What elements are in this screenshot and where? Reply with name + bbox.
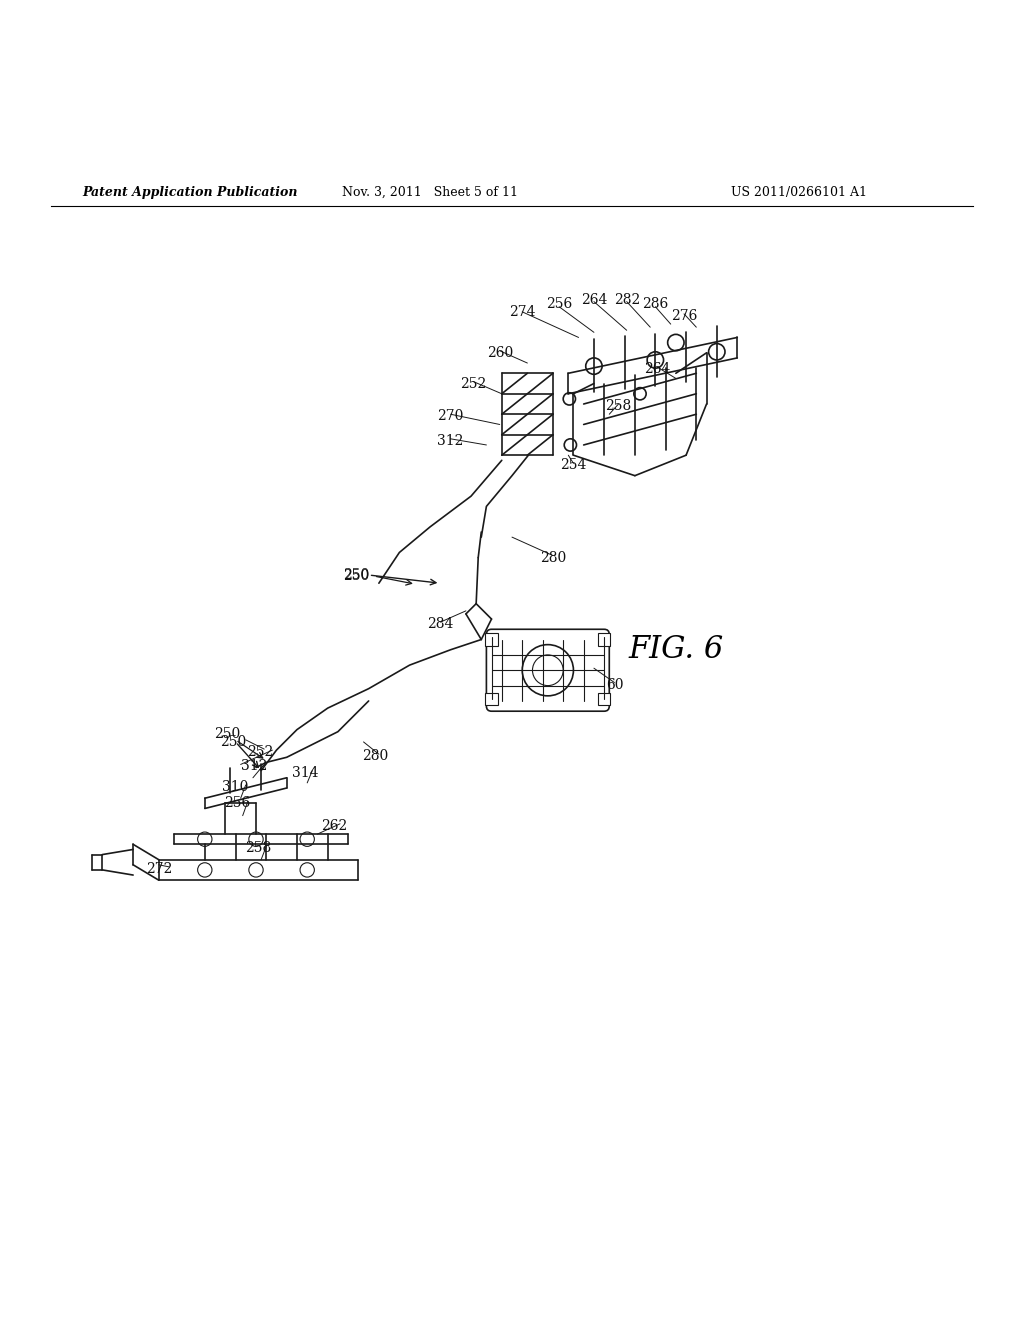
Text: 252: 252 <box>460 376 486 391</box>
Text: 252: 252 <box>247 746 273 759</box>
Text: 284: 284 <box>427 618 454 631</box>
Text: Patent Application Publication: Patent Application Publication <box>82 186 297 198</box>
Text: 312: 312 <box>437 434 464 447</box>
Text: 262: 262 <box>321 818 347 833</box>
Text: 264: 264 <box>581 293 607 306</box>
Bar <box>485 634 498 645</box>
Text: 274: 274 <box>509 305 536 319</box>
Text: 256: 256 <box>546 297 572 310</box>
Text: 314: 314 <box>292 766 318 780</box>
Text: FIG. 6: FIG. 6 <box>628 635 724 665</box>
Text: 310: 310 <box>222 780 249 793</box>
Text: Nov. 3, 2011   Sheet 5 of 11: Nov. 3, 2011 Sheet 5 of 11 <box>342 186 518 198</box>
Text: 276: 276 <box>671 309 697 323</box>
Text: 272: 272 <box>146 862 173 876</box>
Text: 258: 258 <box>605 399 632 413</box>
Bar <box>598 693 610 705</box>
Bar <box>485 693 498 705</box>
FancyBboxPatch shape <box>486 630 609 711</box>
Text: 250: 250 <box>220 735 247 748</box>
Text: 260: 260 <box>486 346 513 360</box>
Text: 250: 250 <box>343 568 370 582</box>
Text: 280: 280 <box>540 550 566 565</box>
Text: 264: 264 <box>644 362 671 376</box>
Text: 258: 258 <box>245 841 271 855</box>
Text: 250: 250 <box>343 569 370 583</box>
Text: 282: 282 <box>613 293 640 306</box>
Text: 312: 312 <box>241 759 267 774</box>
Text: 286: 286 <box>642 297 669 310</box>
Bar <box>598 634 610 645</box>
Text: 256: 256 <box>224 796 251 810</box>
Text: 270: 270 <box>437 409 464 424</box>
Text: 60: 60 <box>605 677 624 692</box>
Text: 280: 280 <box>361 750 388 763</box>
Text: 250: 250 <box>214 727 241 741</box>
Text: 254: 254 <box>560 458 587 473</box>
Text: US 2011/0266101 A1: US 2011/0266101 A1 <box>731 186 866 198</box>
